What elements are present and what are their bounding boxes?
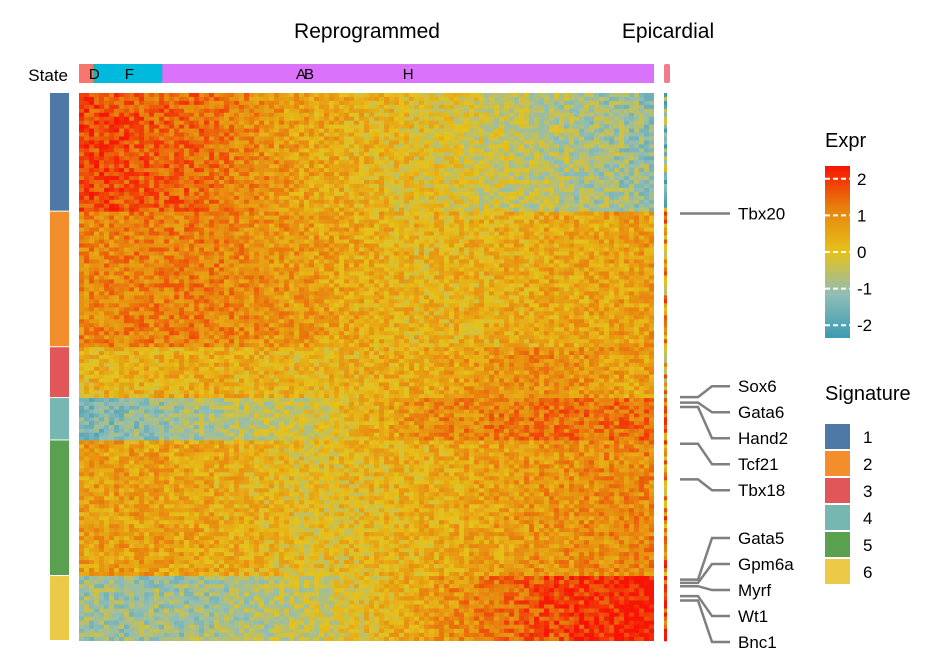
signature-block-2 [50, 211, 69, 347]
gene-connector-Gpm6a [680, 562, 730, 585]
signature-legend: 1 2 3 4 5 6 [825, 424, 872, 584]
gene-label-Hand2: Hand2 [738, 429, 788, 448]
expr-tick-label-0: 0 [857, 243, 866, 262]
gene-label-Gpm6a: Gpm6a [738, 555, 794, 574]
expr-tick-label-1: 1 [857, 206, 866, 225]
column-group-epicardial: Epicardial [622, 20, 714, 43]
signature-legend-label-1: 1 [863, 428, 872, 447]
signature-block-5 [50, 440, 69, 576]
signature-legend-swatch-3 [825, 478, 850, 503]
signature-block-3 [50, 347, 69, 398]
signature-legend-label-5: 5 [863, 536, 872, 555]
expr-tick-label--2: -2 [857, 316, 872, 335]
state-annotation-bar [79, 64, 654, 83]
gene-connector-Sox6 [680, 384, 730, 399]
signature-legend-label-4: 4 [863, 509, 872, 528]
signature-legend-label-2: 2 [863, 455, 872, 474]
heatmap-main [79, 93, 654, 641]
gene-label-Tbx18: Tbx18 [738, 481, 785, 500]
heatmap-epicardial [664, 93, 667, 642]
gene-label-Gata5: Gata5 [738, 529, 784, 548]
gene-connector-Tbx18 [680, 478, 730, 492]
state-segment-H [162, 64, 654, 83]
state-label-D: D [89, 66, 100, 83]
expr-tick-label--1: -1 [857, 280, 872, 299]
gene-connector-Gata5 [680, 536, 730, 581]
signature-legend-title: Signature [825, 383, 911, 405]
expr-legend-ticks: 2 1 0 -1 -2 [825, 170, 872, 335]
gene-label-Bnc1: Bnc1 [738, 633, 777, 652]
state-segment-F [96, 64, 163, 83]
signature-row-annotation [50, 93, 69, 640]
state-annotation-label: State [28, 66, 68, 85]
gene-connector-Wt1 [680, 594, 730, 618]
state-annotation-epicardial [664, 64, 670, 83]
gene-label-Tcf21: Tcf21 [738, 455, 779, 474]
state-segment-unlabeled-3 [93, 64, 97, 83]
gene-connector-Bnc1 [680, 599, 730, 644]
expr-legend-title: Expr [825, 130, 866, 152]
gene-connector-Hand2 [680, 405, 730, 440]
gene-label-Gata6: Gata6 [738, 403, 784, 422]
signature-block-6 [50, 576, 69, 640]
state-annotation-labels: AB D F H [89, 66, 414, 83]
expr-tick-label-2: 2 [857, 170, 866, 189]
gene-label-Myrf: Myrf [738, 581, 771, 600]
signature-legend-swatch-2 [825, 451, 850, 476]
signature-legend-label-6: 6 [863, 563, 872, 582]
state-label-A: A [296, 66, 306, 83]
signature-legend-swatch-1 [825, 424, 850, 449]
state-label-B: B [304, 66, 314, 83]
state-label-F: F [125, 66, 134, 83]
state-label-H: H [403, 66, 414, 83]
signature-legend-label-3: 3 [863, 482, 872, 501]
signature-block-1 [50, 93, 69, 211]
signature-block-4 [50, 398, 69, 440]
signature-legend-swatch-4 [825, 505, 850, 530]
signature-legend-swatch-5 [825, 532, 850, 557]
gene-connector-Tcf21 [680, 442, 730, 466]
signature-legend-swatch-6 [825, 559, 850, 584]
gene-label-Wt1: Wt1 [738, 607, 768, 626]
gene-connector-Gata6 [680, 401, 730, 414]
column-group-reprogrammed: Reprogrammed [294, 20, 440, 43]
gene-label-Tbx20: Tbx20 [738, 205, 785, 224]
gene-connector-Myrf [680, 584, 730, 592]
gene-label-Sox6: Sox6 [738, 377, 777, 396]
gene-marks: Tbx20 Sox6 Gata6 Hand2 Tcf21 Tbx18 Gata5 Gpm6a M… [680, 205, 794, 652]
